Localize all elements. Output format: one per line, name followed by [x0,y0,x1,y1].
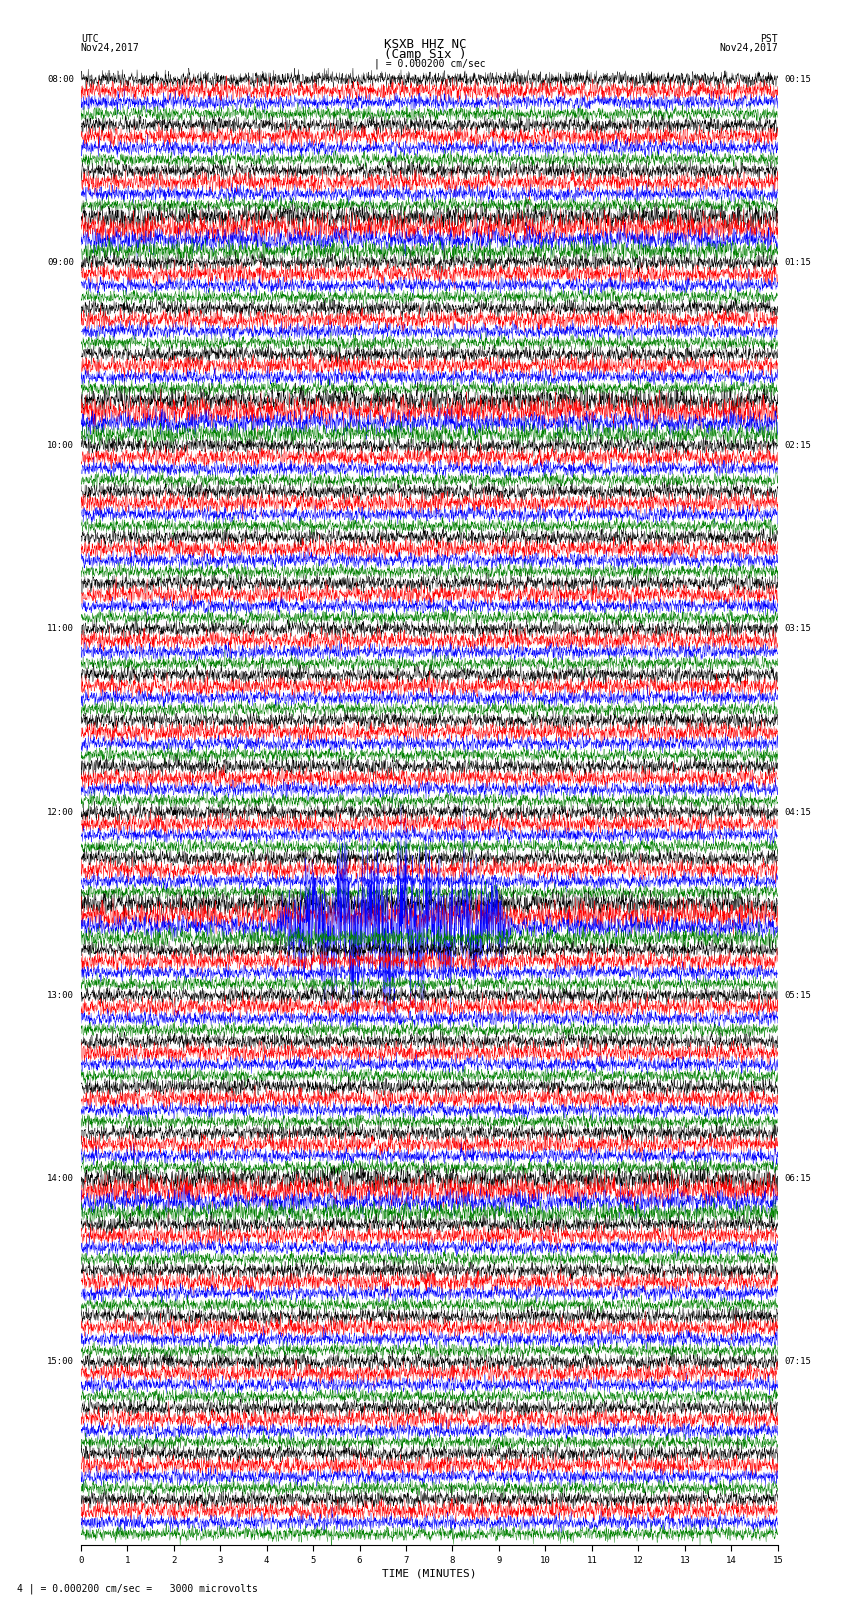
Text: 4 | = 0.000200 cm/sec =   3000 microvolts: 4 | = 0.000200 cm/sec = 3000 microvolts [17,1582,258,1594]
Text: 11:00: 11:00 [47,624,74,634]
Text: 01:15: 01:15 [785,258,812,268]
Text: 00:15: 00:15 [785,74,812,84]
Text: 13:00: 13:00 [47,990,74,1000]
Text: KSXB HHZ NC: KSXB HHZ NC [383,37,467,50]
Text: (Camp Six ): (Camp Six ) [383,48,467,61]
Text: 02:15: 02:15 [785,442,812,450]
Text: 12:00: 12:00 [47,808,74,816]
X-axis label: TIME (MINUTES): TIME (MINUTES) [382,1569,477,1579]
Text: 15:00: 15:00 [47,1358,74,1366]
Text: 05:15: 05:15 [785,990,812,1000]
Text: Nov24,2017: Nov24,2017 [81,44,139,53]
Text: 10:00: 10:00 [47,442,74,450]
Text: 07:15: 07:15 [785,1358,812,1366]
Text: Nov24,2017: Nov24,2017 [719,44,778,53]
Text: 03:15: 03:15 [785,624,812,634]
Text: 04:15: 04:15 [785,808,812,816]
Text: 14:00: 14:00 [47,1174,74,1184]
Text: PST: PST [760,34,778,44]
Text: UTC: UTC [81,34,99,44]
Text: | = 0.000200 cm/sec: | = 0.000200 cm/sec [374,58,485,69]
Text: 06:15: 06:15 [785,1174,812,1184]
Text: 09:00: 09:00 [47,258,74,268]
Text: 08:00: 08:00 [47,74,74,84]
